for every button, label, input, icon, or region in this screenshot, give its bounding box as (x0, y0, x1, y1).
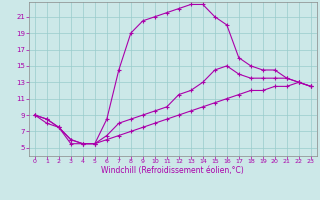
X-axis label: Windchill (Refroidissement éolien,°C): Windchill (Refroidissement éolien,°C) (101, 166, 244, 175)
